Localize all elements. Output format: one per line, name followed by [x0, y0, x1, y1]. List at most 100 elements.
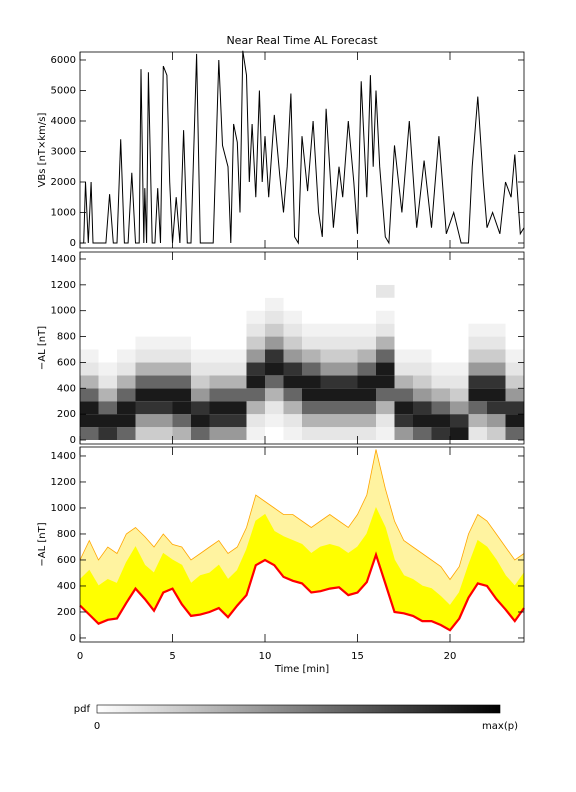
pdf-cell [376, 323, 395, 337]
pdf-cell [505, 284, 524, 298]
pdf-cell [302, 401, 321, 415]
pdf-cell [505, 297, 524, 311]
pdf-cell [302, 362, 321, 376]
pdf-cell [376, 284, 395, 298]
y-tick-label: 1000 [51, 306, 76, 317]
pdf-cell [487, 427, 506, 440]
pdf-cell [154, 401, 173, 415]
pdf-cell [394, 310, 413, 324]
pdf-cell [246, 258, 265, 272]
y-tick-label: 400 [57, 581, 76, 592]
pdf-cell [246, 375, 265, 389]
pdf-cell [209, 258, 228, 272]
pdf-cell [357, 375, 376, 389]
pdf-cell [117, 310, 136, 324]
pdf-cell [80, 375, 99, 389]
pdf-cell [394, 362, 413, 376]
pdf-cell [487, 388, 506, 402]
pdf-cell [172, 323, 191, 337]
pdf-cell [394, 388, 413, 402]
pdf-cell [487, 271, 506, 285]
pdf-cell [376, 349, 395, 363]
pdf-cell [468, 401, 487, 415]
pdf-cell [265, 271, 284, 285]
pdf-cell [450, 323, 469, 337]
y-tick-label: 3000 [51, 146, 76, 157]
pdf-cell [468, 375, 487, 389]
pdf-cell [98, 388, 117, 402]
pdf-cell [394, 349, 413, 363]
pdf-cell [302, 284, 321, 298]
pdf-cell [228, 349, 247, 363]
pdf-cell [357, 414, 376, 428]
pdf-cell [135, 310, 154, 324]
pdf-cell [80, 323, 99, 337]
pdf-cell [357, 349, 376, 363]
pdf-cell [487, 414, 506, 428]
pdf-cell [339, 310, 358, 324]
pdf-cell [468, 349, 487, 363]
pdf-cell [283, 388, 302, 402]
pdf-cell [209, 427, 228, 440]
pdf-cell [450, 310, 469, 324]
pdf-cell [394, 258, 413, 272]
y-tick-label: 200 [57, 607, 76, 618]
pdf-cell [154, 271, 173, 285]
pdf-cell [135, 401, 154, 415]
pdf-cell [505, 310, 524, 324]
pdf-cell [431, 427, 450, 440]
pdf-cell [209, 284, 228, 298]
pdf-cell [487, 284, 506, 298]
pdf-cell [376, 310, 395, 324]
pdf-cell [505, 349, 524, 363]
x-tick-label: 0 [77, 651, 83, 662]
pdf-cell [320, 271, 339, 285]
pdf-cell [302, 375, 321, 389]
pdf-cell [339, 323, 358, 337]
pdf-cell [487, 323, 506, 337]
pdf-cell [209, 401, 228, 415]
pdf-cell [98, 362, 117, 376]
pdf-cell [302, 336, 321, 350]
pdf-cell [172, 362, 191, 376]
pdf-cell [191, 284, 210, 298]
y-tick-label: 1000 [51, 503, 76, 514]
pdf-cell [320, 323, 339, 337]
pdf-cell [339, 401, 358, 415]
colorbar-label: pdf [74, 704, 91, 715]
pdf-cell [135, 362, 154, 376]
pdf-cell [487, 297, 506, 311]
pdf-cell [98, 349, 117, 363]
x-tick-label: 15 [351, 651, 364, 662]
pdf-cell [117, 323, 136, 337]
y-tick-label: 1200 [51, 280, 76, 291]
pdf-cell [450, 297, 469, 311]
pdf-cell [117, 375, 136, 389]
pdf-cell [450, 284, 469, 298]
pdf-cell [172, 349, 191, 363]
pdf-cell [209, 414, 228, 428]
pdf-cell [135, 297, 154, 311]
pdf-cell [172, 414, 191, 428]
pdf-cell [339, 349, 358, 363]
y-tick-label: 0 [70, 435, 76, 446]
pdf-cell [283, 414, 302, 428]
pdf-cell [172, 284, 191, 298]
forecast-band [80, 508, 524, 631]
pdf-cell [209, 375, 228, 389]
pdf-cell [209, 362, 228, 376]
pdf-cell [394, 427, 413, 440]
pdf-cell [283, 349, 302, 363]
pdf-cell [357, 388, 376, 402]
pdf-cell [376, 362, 395, 376]
pdf-cell [413, 310, 432, 324]
pdf-cell [80, 349, 99, 363]
pdf-cell [265, 323, 284, 337]
pdf-cell [209, 297, 228, 311]
pdf-cell [191, 349, 210, 363]
pdf-cell [172, 258, 191, 272]
pdf-cell [431, 310, 450, 324]
pdf-cell [450, 336, 469, 350]
pdf-cell [283, 375, 302, 389]
pdf-cell [191, 271, 210, 285]
